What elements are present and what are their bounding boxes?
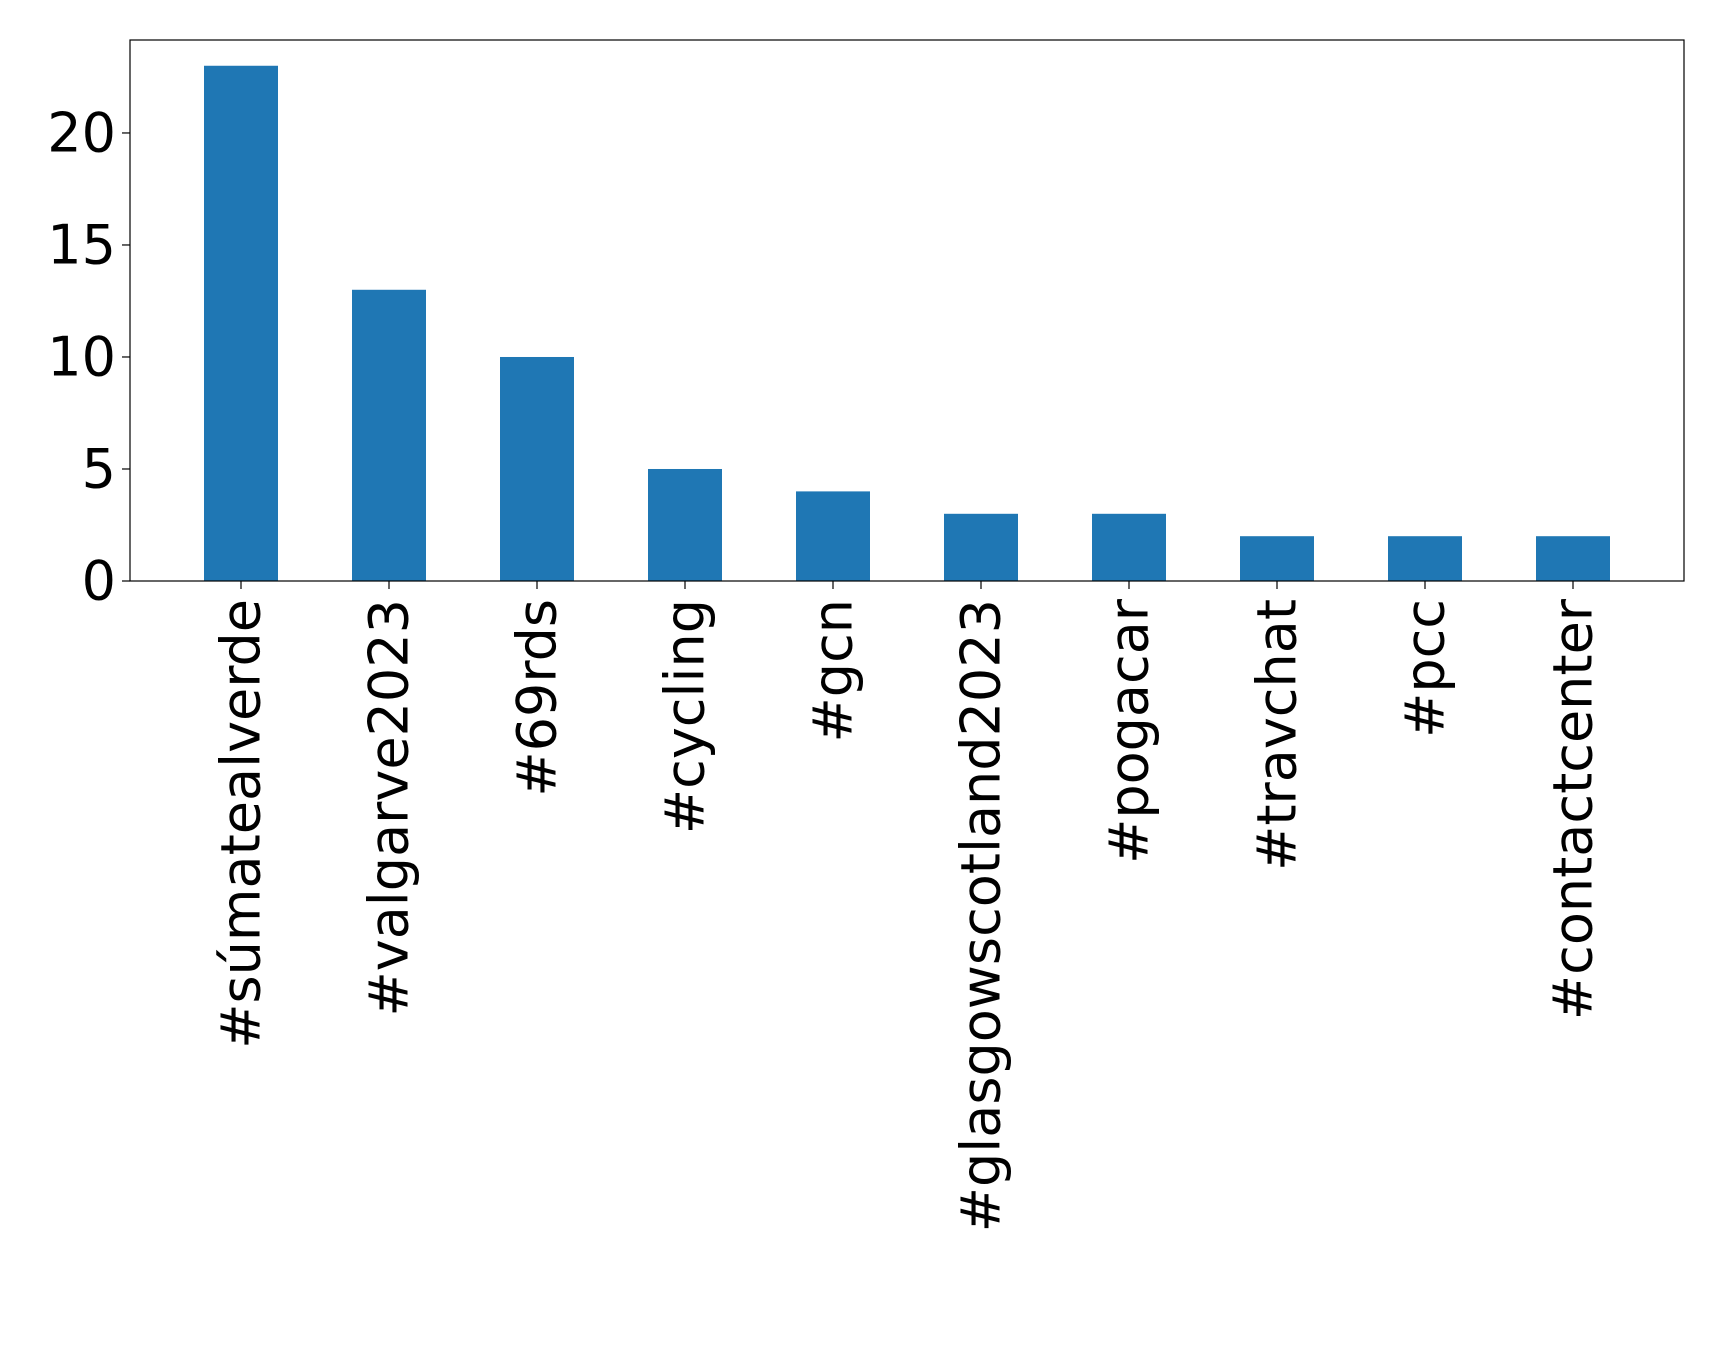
bar <box>1388 536 1462 581</box>
bars-group <box>204 65 1610 581</box>
y-tick-label: 20 <box>47 101 116 164</box>
bar <box>1240 536 1314 581</box>
y-tick-label: 10 <box>47 325 116 388</box>
y-tick-label: 5 <box>82 437 116 500</box>
bar <box>500 356 574 581</box>
x-axis: #súmatealverde #valgarve2023 #69rds #cyclin… <box>210 581 1605 1232</box>
bar <box>1536 536 1610 581</box>
bar <box>648 468 722 581</box>
bar <box>944 513 1018 581</box>
x-tick-label: #cycling <box>654 599 717 834</box>
bar <box>204 65 278 581</box>
bar <box>1092 513 1166 581</box>
x-tick-label: #glasgowscotland2023 <box>950 599 1013 1232</box>
y-tick-label: 0 <box>82 550 116 613</box>
x-tick-label: #travchat <box>1246 599 1309 871</box>
x-tick-label: #contactcenter <box>1542 598 1605 1020</box>
bar <box>352 289 426 581</box>
y-tick-label: 15 <box>47 213 116 276</box>
y-axis: 0 5 10 15 20 <box>47 101 130 613</box>
x-tick-label: #súmatealverde <box>210 599 273 1049</box>
plot-frame <box>129 39 1685 582</box>
x-tick-label: #valgarve2023 <box>358 599 421 1016</box>
x-tick-label: #69rds <box>506 599 569 797</box>
x-tick-label: #pogacar <box>1098 598 1161 864</box>
x-tick-label: #pcc <box>1394 599 1457 738</box>
bar <box>796 491 870 581</box>
x-tick-label: #gcn <box>802 599 865 742</box>
